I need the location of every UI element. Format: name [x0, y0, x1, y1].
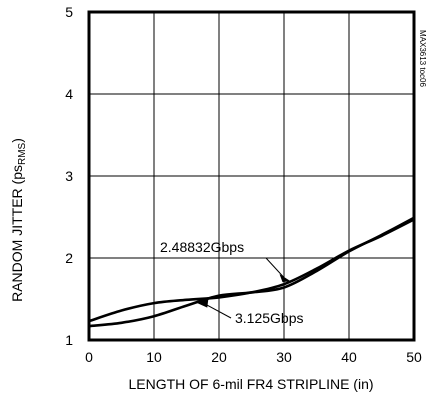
annotation-label-2-48832gbps: 2.48832Gbps: [160, 239, 244, 255]
plot-frame: [87, 10, 416, 342]
series-layer: [88, 216, 415, 328]
x-tick-label: 30: [276, 349, 292, 365]
series-line-2-48832gbps: [88, 218, 415, 323]
x-tick-label: 10: [146, 349, 162, 365]
annotation-arrowhead: [279, 274, 291, 283]
series-line-3-125gbps: [88, 216, 415, 328]
figure-code: MAX3613 toc06: [418, 30, 426, 87]
x-tick-label: 40: [341, 349, 357, 365]
y-axis-title-main: RANDOM JITTER (ps: [9, 165, 25, 302]
y-tick-label: 4: [65, 86, 73, 102]
y-tick-labels: 1 2 3 4 5: [65, 4, 73, 348]
x-tick-labels: 0 10 20 30 40 50: [85, 349, 422, 365]
annotation-arrowhead: [196, 299, 209, 308]
y-axis-title-close: ): [9, 138, 25, 143]
annotation-layer: 2.48832Gbps 3.125Gbps: [160, 239, 304, 326]
x-axis-title: LENGTH OF 6-mil FR4 STRIPLINE (in): [128, 376, 373, 392]
y-tick-label: 5: [65, 4, 73, 20]
y-axis-title-subscript: RMS: [17, 142, 28, 165]
grid-lines: [89, 12, 414, 340]
x-tick-label: 20: [211, 349, 227, 365]
annotation-label-3-125gbps: 3.125Gbps: [235, 310, 304, 326]
x-tick-label: 50: [406, 349, 422, 365]
annotation-leader-line: [265, 257, 285, 279]
y-tick-label: 1: [65, 332, 73, 348]
x-tick-label: 0: [85, 349, 93, 365]
y-axis-title: RANDOM JITTER (psRMS): [9, 138, 28, 302]
y-tick-label: 2: [65, 250, 73, 266]
y-tick-label: 3: [65, 168, 73, 184]
annotation-leader-line: [204, 303, 232, 319]
